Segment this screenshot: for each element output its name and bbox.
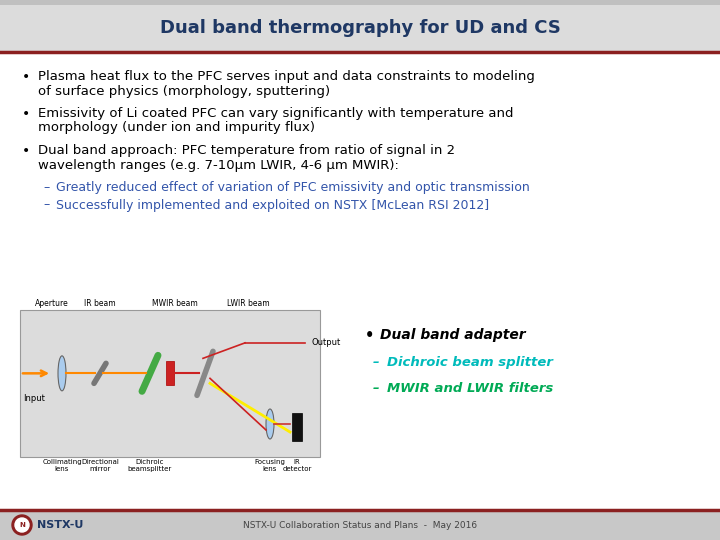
Bar bbox=[0, 510, 720, 540]
Text: –: – bbox=[43, 199, 49, 212]
Text: Plasma heat flux to the PFC serves input and data constraints to modeling: Plasma heat flux to the PFC serves input… bbox=[38, 70, 535, 83]
Bar bbox=[0, 0, 720, 52]
Text: Dual band adapter: Dual band adapter bbox=[380, 328, 526, 342]
Ellipse shape bbox=[58, 356, 66, 391]
Text: Emissivity of Li coated PFC can vary significantly with temperature and: Emissivity of Li coated PFC can vary sig… bbox=[38, 107, 513, 120]
Text: Input: Input bbox=[23, 394, 45, 403]
Bar bbox=[166, 361, 174, 386]
Text: NSTX-U: NSTX-U bbox=[37, 520, 84, 530]
Bar bbox=[292, 413, 302, 441]
Text: Directional
mirror: Directional mirror bbox=[81, 459, 119, 472]
Text: •: • bbox=[22, 144, 30, 158]
Circle shape bbox=[12, 515, 32, 535]
Text: IR beam: IR beam bbox=[84, 299, 116, 308]
Text: IR
detector: IR detector bbox=[282, 459, 312, 472]
Text: LWIR beam: LWIR beam bbox=[227, 299, 269, 308]
Ellipse shape bbox=[266, 409, 274, 439]
Text: Dichroic beam splitter: Dichroic beam splitter bbox=[387, 356, 553, 369]
Text: Collimating
lens: Collimating lens bbox=[42, 459, 82, 472]
Text: –: – bbox=[43, 181, 49, 194]
Text: Greatly reduced effect of variation of PFC emissivity and optic transmission: Greatly reduced effect of variation of P… bbox=[56, 181, 530, 194]
Text: Output: Output bbox=[312, 338, 341, 347]
Text: Dual band thermography for UD and CS: Dual band thermography for UD and CS bbox=[160, 19, 560, 37]
Text: N: N bbox=[19, 522, 25, 528]
Text: morphology (under ion and impurity flux): morphology (under ion and impurity flux) bbox=[38, 122, 315, 134]
Text: Aperture: Aperture bbox=[35, 299, 69, 308]
Text: –: – bbox=[373, 382, 379, 395]
Text: •: • bbox=[365, 328, 374, 343]
Text: NSTX-U Collaboration Status and Plans  -  May 2016: NSTX-U Collaboration Status and Plans - … bbox=[243, 521, 477, 530]
Text: –: – bbox=[373, 356, 379, 369]
Bar bbox=[0, 0, 720, 5]
Text: wavelength ranges (e.g. 7-10μm LWIR, 4-6 μm MWIR):: wavelength ranges (e.g. 7-10μm LWIR, 4-6… bbox=[38, 159, 399, 172]
Text: Dichroic
beamsplitter: Dichroic beamsplitter bbox=[128, 459, 172, 472]
Text: MWIR beam: MWIR beam bbox=[152, 299, 198, 308]
Text: MWIR and LWIR filters: MWIR and LWIR filters bbox=[387, 382, 553, 395]
Text: •: • bbox=[22, 107, 30, 121]
Text: Successfully implemented and exploited on NSTX [McLean RSI 2012]: Successfully implemented and exploited o… bbox=[56, 199, 489, 212]
Circle shape bbox=[15, 518, 29, 532]
Text: Dual band approach: PFC temperature from ratio of signal in 2: Dual band approach: PFC temperature from… bbox=[38, 144, 455, 157]
Bar bbox=[20, 310, 320, 457]
Text: of surface physics (morphology, sputtering): of surface physics (morphology, sputteri… bbox=[38, 84, 330, 98]
Text: Focusing
lens: Focusing lens bbox=[255, 459, 285, 472]
Text: •: • bbox=[22, 70, 30, 84]
